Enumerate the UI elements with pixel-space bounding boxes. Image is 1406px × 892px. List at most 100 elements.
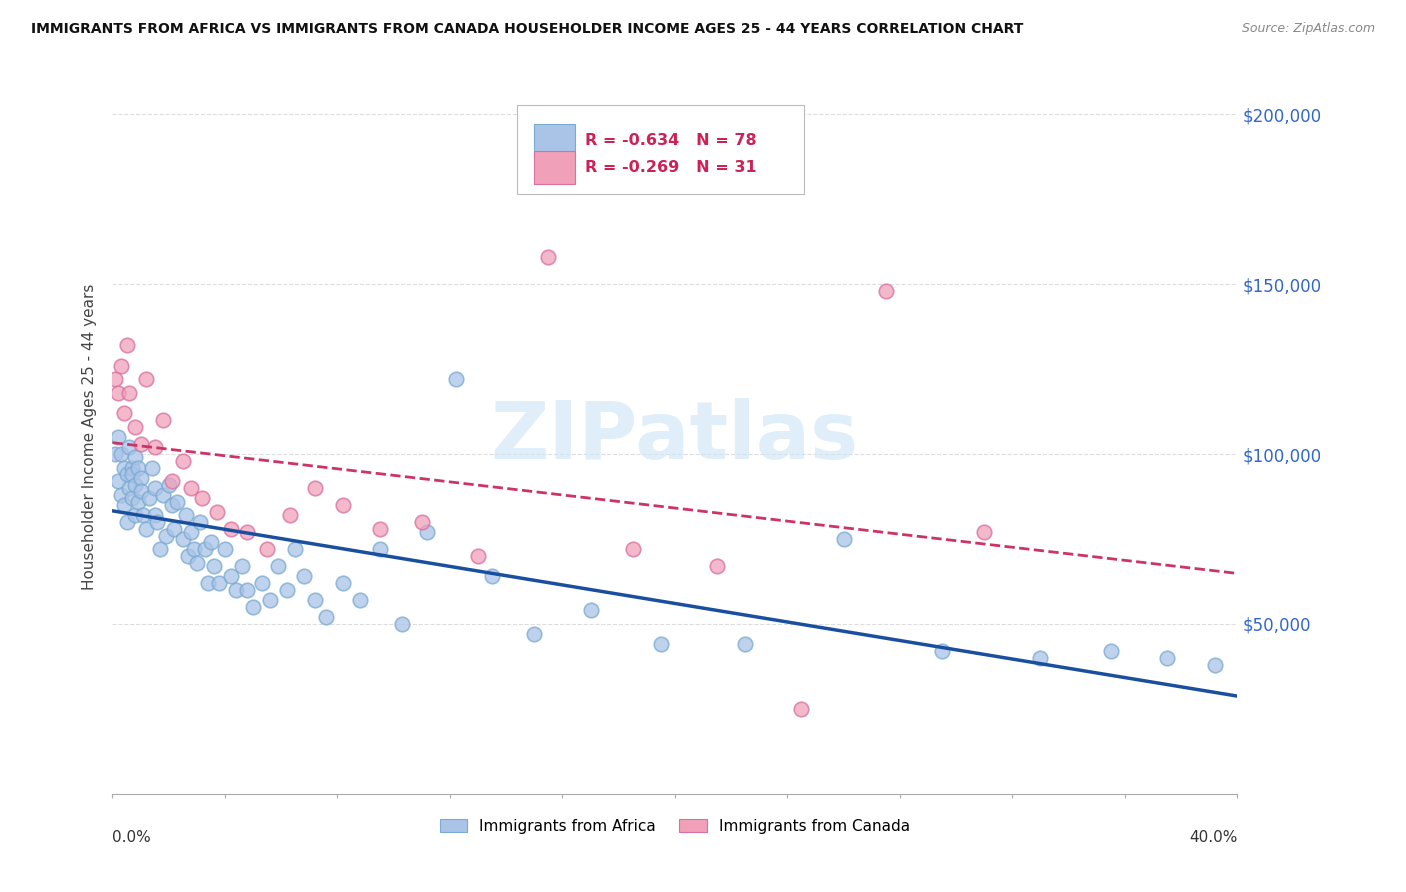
Point	[183, 542, 205, 557]
Point	[304, 593, 326, 607]
Point	[121, 467, 143, 482]
Point	[706, 559, 728, 574]
Point	[127, 460, 149, 475]
Point	[121, 460, 143, 475]
Point	[141, 460, 163, 475]
Point	[242, 599, 264, 614]
Point	[368, 542, 391, 557]
Point	[138, 491, 160, 506]
Point	[832, 532, 855, 546]
Point	[278, 508, 301, 523]
Point	[146, 515, 169, 529]
Point	[734, 637, 756, 651]
Point	[219, 569, 242, 583]
Point	[104, 372, 127, 386]
Point	[284, 542, 307, 557]
FancyBboxPatch shape	[534, 124, 575, 156]
Point	[115, 515, 138, 529]
Point	[143, 481, 166, 495]
Point	[523, 627, 546, 641]
Point	[110, 447, 132, 461]
Point	[124, 420, 146, 434]
Point	[332, 498, 354, 512]
Point	[579, 603, 602, 617]
Point	[1099, 644, 1122, 658]
Point	[155, 528, 177, 542]
Point	[118, 385, 141, 400]
Point	[172, 454, 194, 468]
Text: Source: ZipAtlas.com: Source: ZipAtlas.com	[1241, 22, 1375, 36]
Point	[332, 576, 354, 591]
Point	[129, 484, 152, 499]
Text: 0.0%: 0.0%	[112, 830, 152, 845]
Point	[143, 440, 166, 454]
Point	[104, 447, 127, 461]
Point	[124, 508, 146, 523]
Point	[135, 372, 157, 386]
Point	[1204, 657, 1226, 672]
Legend: Immigrants from Africa, Immigrants from Canada: Immigrants from Africa, Immigrants from …	[433, 813, 917, 839]
Point	[411, 515, 433, 529]
Point	[129, 471, 152, 485]
Point	[790, 702, 813, 716]
Point	[481, 569, 503, 583]
Point	[110, 488, 132, 502]
Point	[163, 522, 186, 536]
Point	[132, 508, 155, 523]
Point	[194, 542, 217, 557]
Point	[152, 413, 174, 427]
Point	[205, 505, 228, 519]
Point	[127, 494, 149, 508]
Point	[250, 576, 273, 591]
Point	[191, 491, 214, 506]
Point	[537, 250, 560, 264]
Point	[650, 637, 672, 651]
Point	[621, 542, 644, 557]
Point	[135, 522, 157, 536]
Point	[107, 430, 129, 444]
Point	[391, 617, 413, 632]
Point	[107, 475, 129, 489]
Point	[124, 450, 146, 465]
Point	[110, 359, 132, 373]
Y-axis label: Householder Income Ages 25 - 44 years: Householder Income Ages 25 - 44 years	[82, 284, 97, 591]
Point	[174, 508, 197, 523]
Text: 40.0%: 40.0%	[1189, 830, 1237, 845]
Point	[107, 385, 129, 400]
Point	[129, 437, 152, 451]
Point	[200, 535, 222, 549]
Text: R = -0.269   N = 31: R = -0.269 N = 31	[585, 161, 756, 176]
Point	[875, 284, 897, 298]
Point	[115, 467, 138, 482]
Point	[219, 522, 242, 536]
Point	[444, 372, 467, 386]
Point	[315, 610, 337, 624]
Point	[177, 549, 200, 563]
Point	[467, 549, 489, 563]
Point	[112, 498, 135, 512]
FancyBboxPatch shape	[517, 105, 804, 194]
FancyBboxPatch shape	[534, 152, 575, 185]
Point	[121, 491, 143, 506]
Point	[292, 569, 315, 583]
Point	[172, 532, 194, 546]
Point	[160, 498, 183, 512]
Point	[256, 542, 278, 557]
Point	[149, 542, 172, 557]
Point	[160, 475, 183, 489]
Point	[225, 582, 247, 597]
Point	[416, 525, 439, 540]
Point	[214, 542, 236, 557]
Point	[202, 559, 225, 574]
Point	[115, 338, 138, 352]
Point	[267, 559, 290, 574]
Point	[931, 644, 953, 658]
Point	[112, 460, 135, 475]
Point	[973, 525, 995, 540]
Point	[188, 515, 211, 529]
Point	[259, 593, 281, 607]
Point	[304, 481, 326, 495]
Point	[118, 481, 141, 495]
Point	[208, 576, 231, 591]
Point	[236, 525, 259, 540]
